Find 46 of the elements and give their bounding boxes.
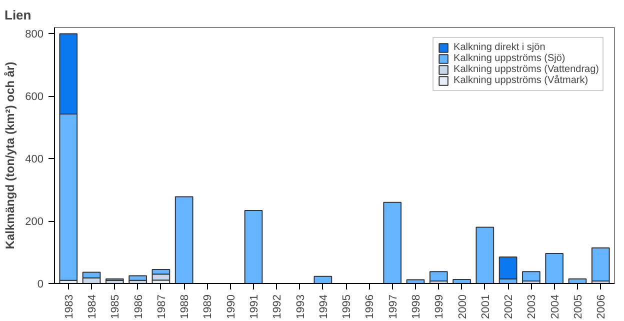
x-tick-label: 1987 [156, 294, 168, 319]
y-tick-label: 400 [25, 154, 44, 166]
y-tick-label: 800 [25, 28, 44, 41]
x-tick-label: 1992 [272, 294, 284, 319]
x-tick-label: 2001 [480, 294, 492, 319]
x-tick-label: 1984 [86, 294, 99, 319]
bar [522, 271, 540, 282]
x-tick-label: 1998 [410, 294, 422, 319]
y-tick-label: 200 [25, 216, 44, 228]
y-tick-label: 0 [37, 278, 44, 290]
x-tick-label: 1988 [179, 294, 192, 319]
bar [128, 275, 147, 281]
x-tick-label: 2002 [503, 294, 516, 319]
bar [545, 253, 564, 284]
bar [591, 247, 610, 282]
chart-title: Lien [4, 8, 32, 22]
x-tick-label: 1985 [110, 294, 122, 319]
x-tick-label: 2004 [549, 294, 562, 319]
y-axis-title: Kalkmängd (ton/yta (km²) och år) [3, 62, 18, 250]
bar [244, 210, 263, 284]
x-tick-label: 1997 [387, 294, 400, 319]
x-tick-label: 2003 [526, 294, 538, 319]
x-tick-label: 1994 [318, 294, 330, 319]
x-tick-label: 2000 [456, 294, 469, 319]
bar [476, 226, 494, 284]
bar [383, 202, 402, 284]
x-tick-label: 1996 [364, 294, 376, 319]
x-tick-label: 1999 [434, 294, 446, 319]
x-tick-label: 1993 [294, 294, 307, 319]
x-tick-label: 1986 [132, 294, 145, 319]
bar [498, 256, 518, 280]
legend-label: Kalkning uppströms (Våtmark) [454, 75, 588, 86]
x-tick-label: 1989 [202, 294, 214, 319]
y-tick-label: 600 [25, 91, 44, 104]
x-tick-label: 1983 [63, 294, 76, 319]
bar [429, 271, 448, 282]
x-tick-label: 2005 [572, 294, 584, 319]
legend-label: Kalkning uppströms (Sjö) [454, 53, 566, 64]
bar [314, 276, 332, 284]
x-tick-label: 1995 [341, 294, 354, 319]
legend-label: Kalkning direkt i sjön [454, 42, 546, 53]
legend-label: Kalkning uppströms (Vattendrag) [454, 64, 599, 75]
x-tick-label: 1991 [248, 294, 261, 319]
x-tick-label: 2006 [596, 294, 608, 319]
x-tick-label: 1990 [225, 294, 238, 319]
bar [174, 196, 194, 284]
